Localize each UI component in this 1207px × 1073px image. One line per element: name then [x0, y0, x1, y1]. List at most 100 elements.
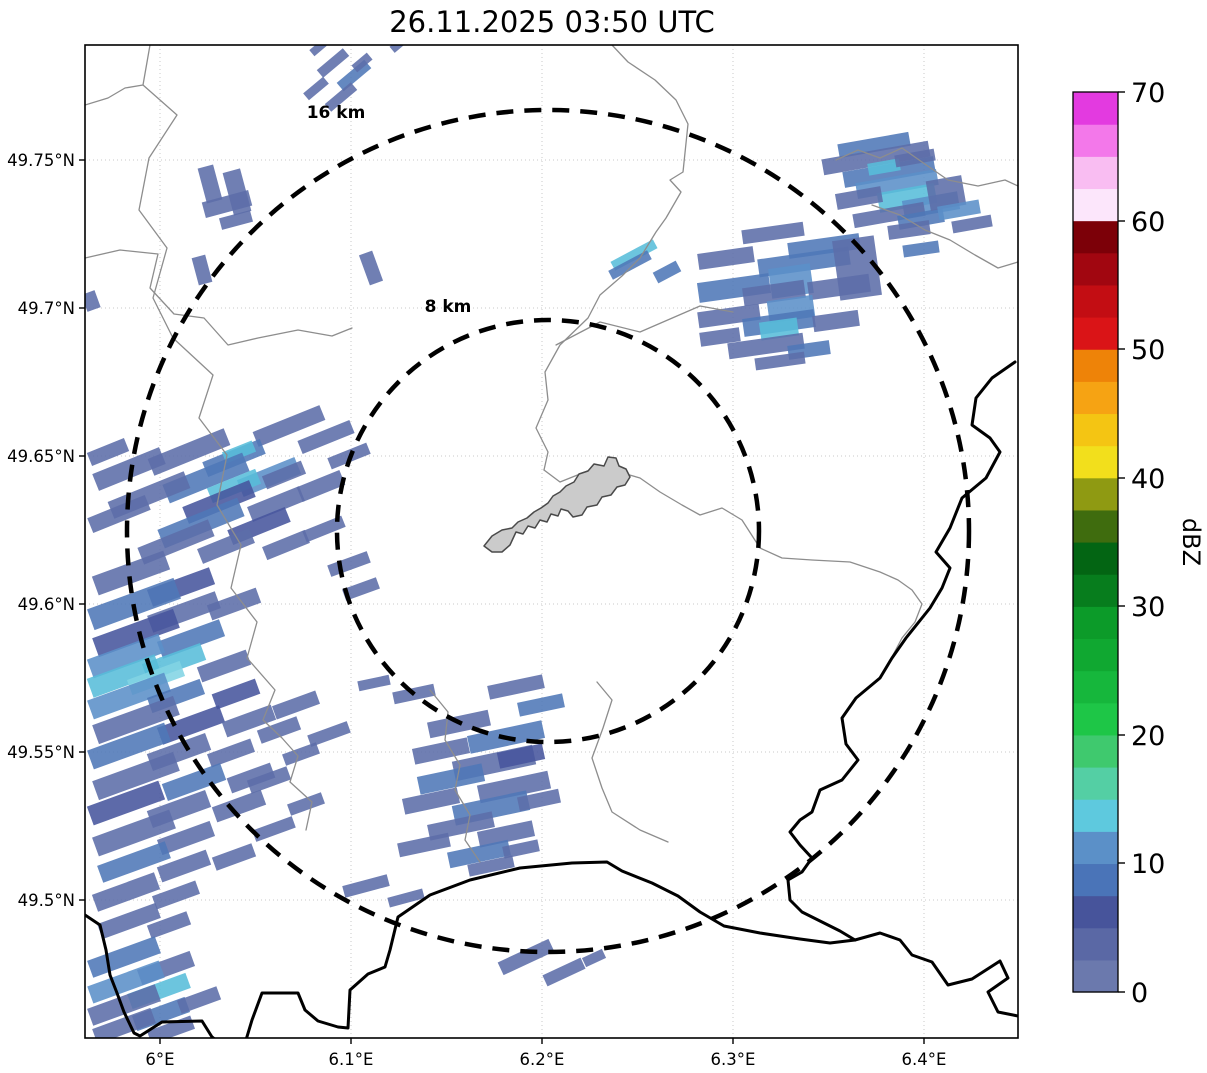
radar-echo-cell: [211, 843, 257, 871]
colorbar-segment: [1073, 895, 1118, 929]
colorbar-segment: [1073, 959, 1118, 993]
colorbar-segment: [1073, 445, 1118, 479]
radar-echo-cell: [287, 792, 325, 816]
country-border-line: [85, 913, 216, 1038]
radar-echo-cell: [162, 452, 250, 504]
radar-echo-cell: [307, 721, 351, 747]
radar-echo-cell: [327, 551, 371, 577]
radar-echo-cell: [447, 839, 511, 869]
radar-echo-cell: [517, 788, 561, 812]
colorbar-segment: [1073, 156, 1118, 190]
x-tick-label: 6.3°E: [711, 1050, 756, 1069]
range-ring-labels: 8 km 16 km: [307, 103, 472, 317]
radar-echo-cell: [416, 763, 486, 795]
colorbar-segment: [1073, 542, 1118, 575]
colorbar-segment: [1073, 606, 1118, 640]
radar-echo-cell: [487, 674, 545, 700]
y-tick-label: 49.55°N: [7, 743, 75, 762]
radar-echo-cell: [92, 447, 166, 491]
radar-echo-cell: [812, 309, 860, 333]
radar-echo-cell: [309, 45, 327, 57]
radar-echo-cell: [262, 529, 310, 561]
radar-echo-cell: [351, 52, 373, 73]
radar-echo-cell: [256, 716, 302, 744]
colorbar-segment: [1073, 413, 1118, 447]
range-ring-label: 16 km: [307, 103, 366, 123]
radar-echo-cell: [86, 633, 166, 679]
radar-echo-cell: [296, 469, 346, 503]
radar-echo-cell: [92, 1007, 156, 1038]
range-ring: [334, 317, 762, 745]
radar-echo-cell: [894, 148, 936, 168]
radar-echo-cell: [156, 849, 212, 883]
river-line: [138, 45, 313, 831]
radar-echo-cell: [91, 550, 171, 596]
colorbar-frame: [1072, 91, 1119, 993]
radar-echo-cell: [303, 76, 329, 101]
radar-echo-cell: [156, 619, 226, 659]
colorbar-segment: [1073, 124, 1118, 157]
radar-echo-cell: [87, 960, 165, 1004]
range-ring-label: 8 km: [425, 297, 472, 317]
radar-echo-layer: [85, 45, 993, 1038]
radar-echo-cell: [852, 201, 926, 229]
radar-echo-cell: [161, 762, 227, 802]
radar-echo-cell: [196, 649, 252, 683]
radar-echo-cell: [211, 678, 261, 710]
axis-ticks: 6°E 6.1°E 6.2°E 6.3°E 6.4°E 49.75°N 49.7°N 49.6…: [7, 151, 946, 1069]
colorbar-axis-label: dBZ: [1177, 518, 1205, 566]
colorbar-segment: [1073, 252, 1118, 286]
radar-echo-cell: [937, 199, 981, 221]
radar-echo-cell: [226, 762, 276, 794]
x-tick-label: 6°E: [145, 1050, 174, 1069]
radar-echo-cell: [156, 820, 216, 856]
x-tick-label: 6.4°E: [902, 1050, 947, 1069]
river-line: [85, 249, 353, 346]
radar-echo-cell: [97, 841, 171, 883]
radar-echo-cell: [401, 787, 461, 815]
radar-echo-cell: [92, 608, 180, 658]
colorbar-tick-label: 40: [1131, 464, 1165, 495]
radar-echo-cell: [951, 214, 993, 234]
radar-echo-cell: [246, 766, 292, 794]
radar-echo-cell: [87, 494, 151, 534]
colorbar-segment: [1073, 767, 1118, 800]
radar-echo-cell: [92, 751, 180, 801]
radar-echo-cell: [358, 250, 384, 286]
radar-echo-cell: [652, 260, 682, 284]
colorbar-segment: [1073, 831, 1118, 865]
radar-echo-cell: [271, 690, 321, 720]
colorbar-tick-label: 60: [1131, 207, 1165, 238]
y-tick-label: 49.7°N: [18, 299, 75, 318]
radar-echo-cell: [197, 164, 223, 204]
colorbar-tick-label: 10: [1131, 849, 1165, 880]
radar-echo-cell: [834, 186, 884, 210]
airport-polygon: [483, 456, 631, 553]
radar-echo-cell: [741, 221, 805, 245]
colorbar-segment: [1073, 220, 1118, 254]
radar-echo-cell: [85, 290, 101, 312]
radar-echo-cell: [887, 220, 931, 240]
radar-echo-cell: [357, 674, 391, 692]
colorbar-tick-label: 70: [1131, 78, 1165, 109]
radar-echo-cell: [925, 175, 967, 211]
radar-echo-cell: [86, 780, 166, 826]
map-layer: [85, 45, 1018, 1038]
radar-echo-cell: [87, 722, 171, 770]
colorbar-tick-label: 30: [1131, 592, 1165, 623]
y-tick-label: 49.6°N: [18, 595, 75, 614]
axes-frame: [84, 44, 1019, 1039]
radar-echo-cell: [610, 239, 658, 271]
radar-echo-cell: [397, 832, 451, 858]
colorbar-segment: [1073, 284, 1118, 318]
x-tick-label: 6.1°E: [329, 1050, 374, 1069]
radar-echo-cell: [156, 705, 226, 745]
colorbar-tick-label: 20: [1131, 721, 1165, 752]
radar-echo-cell: [218, 210, 254, 230]
radar-echo-cell: [902, 240, 940, 258]
radar-echo-cell: [221, 704, 277, 738]
colorbar-segment: [1073, 638, 1118, 672]
radar-echo-cell: [697, 246, 755, 270]
colorbar-segment: [1073, 734, 1118, 768]
